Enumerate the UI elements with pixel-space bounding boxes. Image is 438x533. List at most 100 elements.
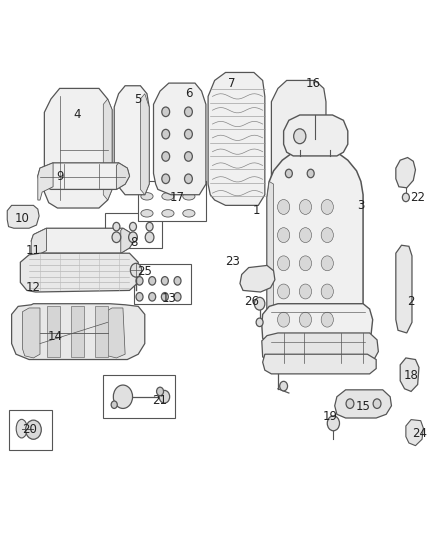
Polygon shape: [31, 228, 134, 253]
Polygon shape: [117, 163, 130, 189]
Polygon shape: [208, 72, 265, 205]
Polygon shape: [267, 181, 274, 330]
Polygon shape: [272, 80, 326, 200]
Ellipse shape: [183, 209, 195, 217]
Polygon shape: [114, 86, 149, 195]
Circle shape: [25, 420, 41, 439]
Circle shape: [112, 232, 121, 243]
FancyBboxPatch shape: [134, 264, 191, 304]
Circle shape: [307, 169, 314, 177]
Circle shape: [136, 277, 143, 285]
Text: 18: 18: [404, 369, 419, 382]
Polygon shape: [335, 390, 392, 418]
Circle shape: [184, 152, 192, 161]
Polygon shape: [400, 358, 419, 391]
Circle shape: [321, 199, 333, 214]
Text: 1: 1: [252, 204, 260, 217]
Polygon shape: [20, 253, 138, 292]
Ellipse shape: [162, 209, 174, 217]
Ellipse shape: [16, 419, 27, 438]
Circle shape: [373, 399, 381, 408]
Circle shape: [131, 263, 142, 277]
Circle shape: [174, 277, 181, 285]
Polygon shape: [44, 88, 112, 208]
Polygon shape: [284, 115, 348, 156]
Circle shape: [149, 277, 155, 285]
FancyBboxPatch shape: [103, 375, 175, 418]
Text: 22: 22: [410, 191, 425, 204]
Text: 17: 17: [170, 191, 185, 204]
Circle shape: [321, 312, 333, 327]
Polygon shape: [7, 205, 39, 228]
Text: 10: 10: [15, 212, 30, 225]
Text: 11: 11: [26, 244, 41, 257]
Polygon shape: [38, 163, 130, 189]
Circle shape: [299, 312, 311, 327]
Circle shape: [278, 199, 290, 214]
Circle shape: [111, 401, 117, 408]
Polygon shape: [263, 354, 376, 374]
Circle shape: [321, 228, 333, 243]
Circle shape: [278, 284, 290, 299]
Text: 15: 15: [356, 400, 371, 413]
Text: 2: 2: [407, 295, 415, 308]
Circle shape: [256, 318, 263, 327]
Circle shape: [146, 222, 153, 231]
Text: 19: 19: [323, 410, 338, 423]
Circle shape: [162, 107, 170, 117]
FancyBboxPatch shape: [9, 410, 52, 450]
Circle shape: [346, 399, 354, 408]
FancyBboxPatch shape: [138, 181, 206, 221]
Polygon shape: [406, 419, 424, 446]
Circle shape: [162, 152, 170, 161]
Circle shape: [278, 312, 290, 327]
Circle shape: [299, 256, 311, 271]
Circle shape: [293, 129, 306, 144]
Circle shape: [129, 232, 138, 243]
Polygon shape: [240, 265, 275, 292]
Text: 16: 16: [305, 77, 320, 90]
Text: 12: 12: [26, 281, 41, 294]
Circle shape: [130, 222, 137, 231]
Circle shape: [156, 387, 163, 395]
Text: 4: 4: [73, 109, 81, 122]
Circle shape: [145, 232, 154, 243]
Polygon shape: [103, 99, 112, 200]
Text: 24: 24: [412, 427, 427, 440]
Ellipse shape: [141, 209, 153, 217]
Text: 21: 21: [152, 394, 168, 407]
Polygon shape: [141, 94, 149, 195]
Circle shape: [159, 390, 170, 403]
Circle shape: [161, 277, 168, 285]
Circle shape: [286, 169, 292, 177]
Text: 14: 14: [48, 330, 63, 343]
Polygon shape: [396, 245, 412, 333]
Circle shape: [113, 222, 120, 231]
Polygon shape: [262, 304, 373, 345]
Circle shape: [299, 199, 311, 214]
Circle shape: [280, 381, 288, 391]
Ellipse shape: [162, 192, 174, 200]
Circle shape: [184, 174, 192, 183]
Text: 26: 26: [244, 295, 259, 308]
Polygon shape: [121, 228, 134, 253]
Circle shape: [278, 228, 290, 243]
Text: 25: 25: [138, 265, 152, 278]
FancyBboxPatch shape: [106, 213, 162, 248]
Circle shape: [149, 293, 155, 301]
Text: 7: 7: [228, 77, 236, 90]
Text: 23: 23: [225, 255, 240, 268]
Circle shape: [403, 193, 410, 201]
Text: 13: 13: [161, 292, 176, 305]
Text: 5: 5: [134, 93, 142, 106]
Polygon shape: [95, 306, 108, 357]
Polygon shape: [31, 228, 46, 259]
Circle shape: [113, 385, 133, 408]
Polygon shape: [106, 308, 125, 358]
Polygon shape: [38, 163, 53, 200]
Circle shape: [299, 284, 311, 299]
Circle shape: [161, 293, 168, 301]
Polygon shape: [12, 304, 145, 360]
Polygon shape: [46, 306, 60, 357]
Polygon shape: [267, 150, 363, 333]
